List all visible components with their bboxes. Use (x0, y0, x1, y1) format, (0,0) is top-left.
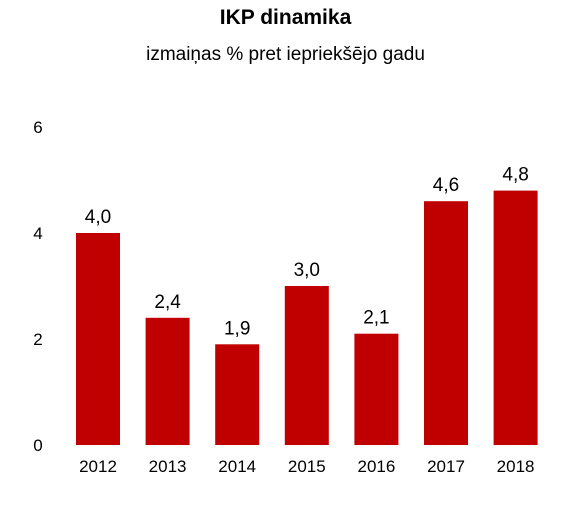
data-label: 3,0 (294, 260, 320, 281)
x-tick-label: 2015 (288, 457, 326, 476)
bar-2012 (76, 233, 120, 445)
y-tick-label: 2 (33, 330, 42, 349)
data-label: 2,4 (154, 292, 181, 313)
bar-2017 (424, 201, 468, 445)
bar-2015 (284, 286, 329, 445)
bars (76, 190, 538, 445)
x-tick-label: 2014 (218, 457, 256, 476)
y-axis: 0 2 4 6 (33, 118, 42, 455)
x-tick-label: 2012 (79, 457, 117, 476)
data-label: 1,9 (224, 318, 250, 339)
data-label: 2,1 (363, 308, 389, 329)
y-tick-label: 6 (33, 118, 42, 137)
x-tick-label: 2013 (149, 457, 187, 476)
y-tick-label: 4 (33, 224, 42, 243)
bar-2016 (354, 333, 399, 445)
x-tick-label: 2017 (427, 457, 465, 476)
y-tick-label: 0 (33, 436, 42, 455)
data-labels: 4,0 2,4 1,9 3,0 2,1 4,6 4,8 (85, 165, 529, 340)
data-label: 4,0 (85, 207, 111, 228)
chart-subtitle: izmaiņas % pret iepriekšējo gadu (146, 44, 425, 65)
data-label: 4,8 (502, 165, 528, 186)
x-axis: 2012 2013 2014 2015 2016 2017 2018 (79, 457, 534, 476)
data-label: 4,6 (433, 175, 459, 196)
bar-2013 (145, 317, 190, 445)
chart-title: IKP dinamika (219, 6, 352, 29)
x-tick-label: 2018 (497, 457, 535, 476)
x-tick-label: 2016 (357, 457, 395, 476)
bar-2018 (493, 190, 538, 445)
bar-2014 (215, 344, 260, 445)
